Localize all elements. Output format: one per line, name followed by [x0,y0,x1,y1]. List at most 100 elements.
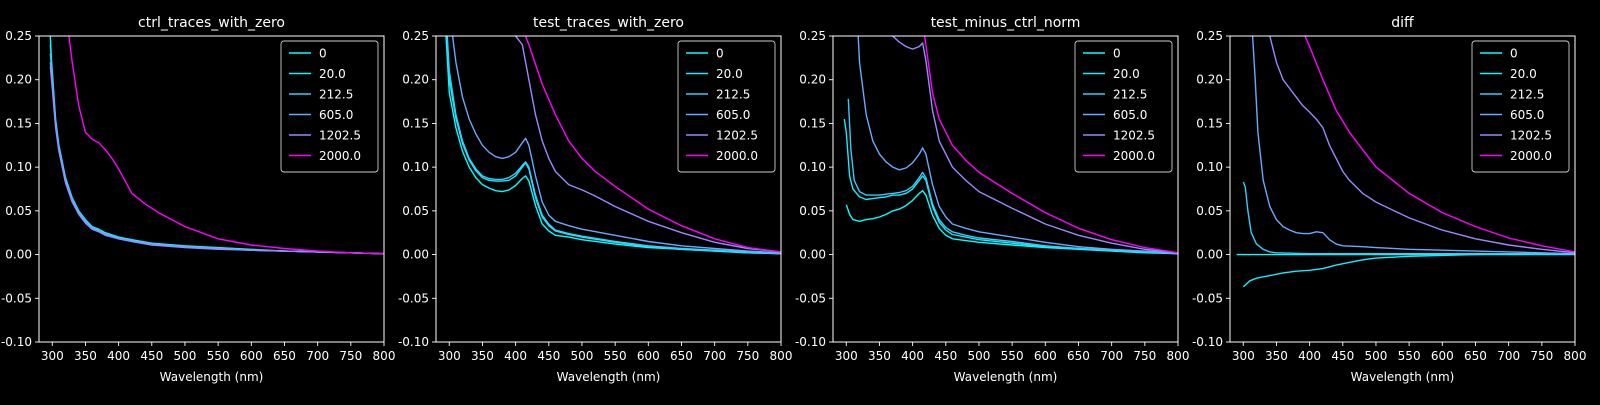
y-tick-label: 0.10 [1196,160,1223,174]
legend-label-2: 212.5 [319,88,353,102]
y-tick-label: 0.00 [5,248,32,262]
series-line-2 [446,36,781,255]
series-line-3 [451,36,781,254]
y-tick-label: 0.20 [5,73,32,87]
legend-label-4: 1202.5 [1510,129,1552,143]
x-tick-label: 800 [1564,349,1587,363]
legend-label-3: 605.0 [1113,108,1147,122]
chart-panel-1: test_traces_with_zero Wavelength (nm) 300 3… [398,15,793,384]
chart-panel-3: diff Wavelength (nm) 300 350 400 450 500 550 600… [1192,15,1587,384]
chart-title: test_minus_ctrl_norm [931,15,1081,31]
legend: 0 20.0 212.5 605.0 1202.5 2000.0 [677,40,776,173]
chart-panel-0: ctrl_traces_with_zero Wavelength (nm) 300 3… [1,15,396,384]
legend-label-1: 20.0 [319,67,346,81]
y-tick-label: 0.00 [402,248,429,262]
legend-label-0: 0 [319,47,327,61]
x-tick-label: 650 [1067,349,1090,363]
x-tick-label: 450 [537,349,560,363]
y-tick-label: -0.10 [398,335,429,349]
y-tick-label: 0.05 [1196,204,1223,218]
legend-label-2: 212.5 [716,88,750,102]
legend-label-0: 0 [716,47,724,61]
x-tick-label: 750 [736,349,759,363]
series-line-3 [857,36,1178,254]
series-lines [1236,36,1575,288]
chart-title: ctrl_traces_with_zero [138,15,285,31]
x-tick-label: 700 [703,349,726,363]
series-line-0 [445,36,781,255]
x-tick-label: 300 [1232,349,1255,363]
series-line-4 [1269,36,1575,254]
series-line-1 [1242,253,1575,288]
legend: 0 20.0 212.5 605.0 1202.5 2000.0 [280,40,379,173]
y-tick-label: 0.25 [5,29,32,43]
y-tick-label: 0.15 [5,116,32,130]
y-tick-label: 0.20 [402,73,429,87]
legend-label-5: 2000.0 [716,149,758,163]
y-tick-label: 0.05 [5,204,32,218]
y-tick-label: -0.10 [1192,335,1223,349]
legend-label-4: 1202.5 [1113,129,1155,143]
legend-label-1: 20.0 [716,67,743,81]
legend-label-4: 1202.5 [716,129,758,143]
y-tick-label: 0.15 [1196,116,1223,130]
x-tick-label: 300 [438,349,461,363]
x-tick-label: 750 [339,349,362,363]
plot-frame [832,35,1179,343]
y-tick-label: -0.10 [795,335,826,349]
series-line-3 [1251,36,1575,255]
y-tick-label: 0.05 [799,204,826,218]
x-tick-label: 600 [1431,349,1454,363]
y-tick-label: -0.05 [398,291,429,305]
y-tick-label: -0.05 [1,291,32,305]
x-axis-label: Wavelength (nm) [1351,370,1455,384]
x-tick-label: 600 [240,349,263,363]
x-tick-label: 400 [504,349,527,363]
y-tick-label: 0.10 [402,160,429,174]
series-line-0 [845,190,1178,255]
x-tick-label: 350 [74,349,97,363]
x-axis-label: Wavelength (nm) [954,370,1058,384]
x-tick-label: 650 [1464,349,1487,363]
legend-label-1: 20.0 [1113,67,1140,81]
x-tick-label: 500 [571,349,594,363]
x-tick-label: 800 [770,349,793,363]
x-tick-label: 500 [968,349,991,363]
chart-title: diff [1391,15,1414,31]
legend-label-2: 212.5 [1510,88,1544,102]
y-tick-label: 0.25 [1196,29,1223,43]
x-tick-label: 700 [306,349,329,363]
y-tick-label: 0.05 [402,204,429,218]
x-tick-label: 550 [1398,349,1421,363]
legend-label-0: 0 [1510,47,1518,61]
legend-label-5: 2000.0 [1510,149,1552,163]
x-tick-label: 650 [273,349,296,363]
y-tick-label: 0.25 [799,29,826,43]
y-tick-label: 0.10 [5,160,32,174]
y-tick-label: 0.15 [799,116,826,130]
y-tick-label: -0.10 [1,335,32,349]
series-lines [843,36,1178,255]
x-tick-label: 450 [140,349,163,363]
legend: 0 20.0 212.5 605.0 1202.5 2000.0 [1471,40,1570,173]
x-tick-label: 600 [637,349,660,363]
x-tick-label: 500 [1365,349,1388,363]
legend-label-3: 605.0 [1510,108,1544,122]
series-line-5 [68,36,384,255]
series-line-5 [923,36,1178,254]
legend-label-3: 605.0 [319,108,353,122]
x-tick-label: 350 [1265,349,1288,363]
x-tick-label: 300 [41,349,64,363]
x-axis-label: Wavelength (nm) [557,370,661,384]
plot-frame [1229,35,1576,343]
x-tick-label: 600 [1034,349,1057,363]
series-line-5 [524,36,781,253]
y-tick-label: -0.05 [1192,291,1223,305]
y-tick-label: 0.00 [1196,248,1223,262]
legend-label-2: 212.5 [1113,88,1147,102]
x-tick-label: 400 [1298,349,1321,363]
x-tick-label: 700 [1497,349,1520,363]
x-tick-label: 500 [174,349,197,363]
series-line-4 [49,66,384,255]
